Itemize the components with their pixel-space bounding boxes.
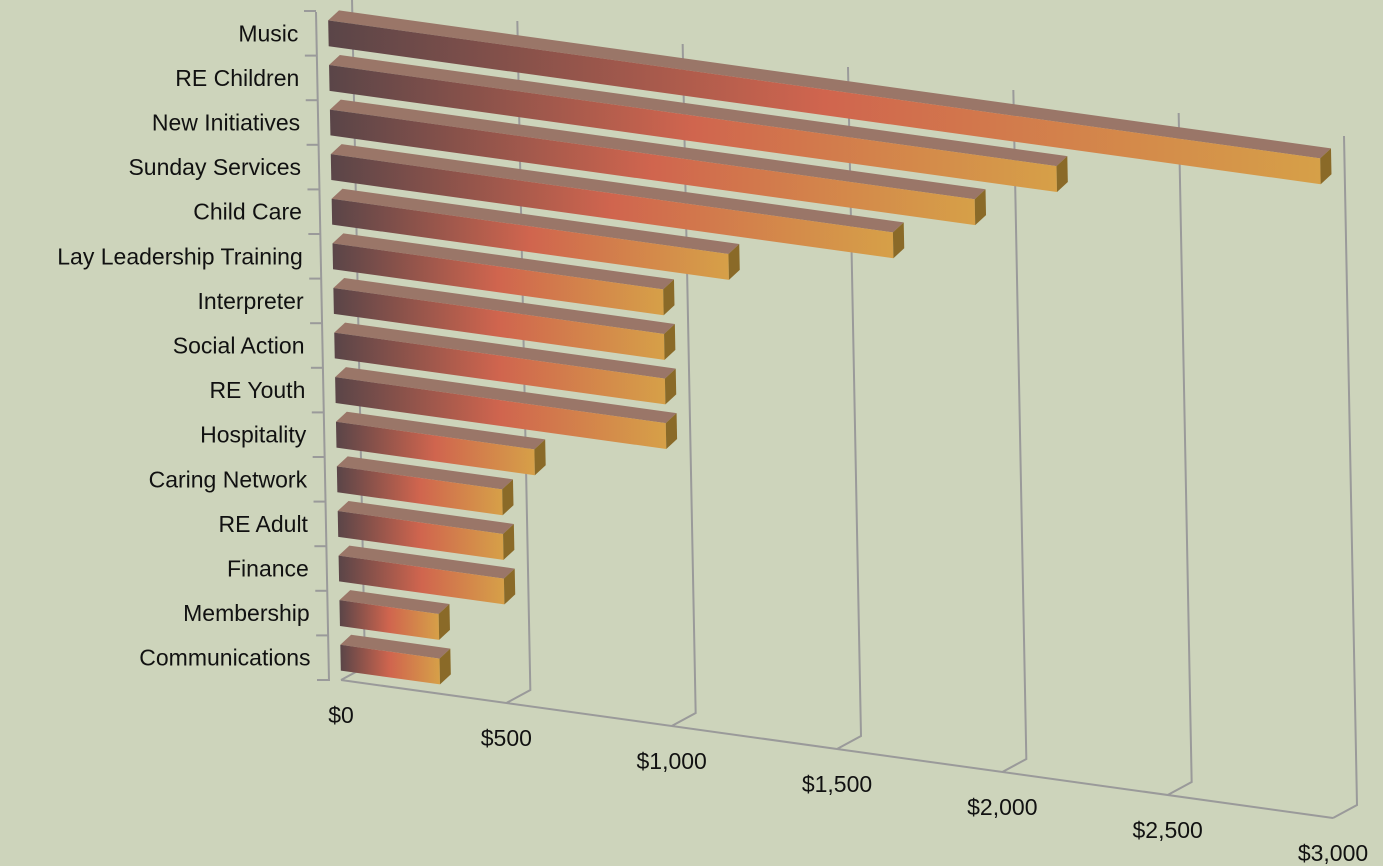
bar-front-10	[336, 466, 503, 516]
bar-cap-13	[438, 603, 450, 640]
gridline-4	[1001, 89, 1028, 773]
x-tick-label-6: $3,000	[1298, 840, 1368, 866]
bar-cap-4	[728, 243, 740, 280]
bar-cap-9	[534, 439, 546, 476]
bar-cap-6	[664, 323, 676, 360]
category-labels: Music RE Children New Initiatives Sunday Se…	[57, 20, 310, 670]
bar-cap-7	[664, 368, 677, 405]
x-tick-label-2: $1,000	[636, 748, 706, 774]
bar-front-12	[338, 555, 505, 605]
bar-6	[333, 277, 676, 360]
bar-front-8	[335, 377, 667, 450]
bar-top-12	[338, 545, 515, 579]
category-label-3: Sunday Services	[128, 154, 301, 180]
gridline-5	[1167, 112, 1193, 796]
category-label-6: Interpreter	[198, 288, 304, 314]
gridlines	[304, 0, 1359, 819]
bar-7	[334, 322, 677, 405]
x-tick-label-1: $500	[481, 725, 532, 751]
bar-front-3	[330, 154, 894, 259]
category-label-12: Finance	[227, 556, 309, 582]
category-label-14: Communications	[139, 645, 310, 671]
category-label-10: Caring Network	[149, 466, 308, 492]
bar-top-13	[339, 590, 450, 614]
bar-12	[338, 545, 516, 605]
gridline-3	[836, 66, 863, 750]
bar-cap-12	[503, 568, 516, 605]
x-tick-label-0: $0	[328, 702, 354, 728]
bar-8	[335, 367, 678, 450]
bar-14	[340, 634, 451, 685]
bar-3	[330, 144, 905, 259]
bar-top-0	[328, 10, 1331, 159]
bar-cap-10	[502, 479, 514, 516]
bar-9	[335, 411, 546, 476]
bar-top-8	[335, 367, 677, 424]
bar-front-2	[329, 109, 976, 226]
y-axis-line	[315, 11, 330, 682]
bar-front-9	[335, 421, 535, 476]
bar-front-7	[334, 332, 666, 405]
bar-top-5	[332, 233, 674, 290]
bar-1	[329, 54, 1068, 193]
bar-2	[329, 99, 987, 226]
bar-5	[332, 233, 675, 316]
bar-11	[337, 500, 515, 560]
category-label-9: Hospitality	[200, 422, 307, 448]
bar-front-14	[340, 644, 441, 685]
category-label-13: Membership	[183, 600, 310, 626]
x-tick-label-3: $1,500	[802, 771, 872, 797]
bar-top-11	[337, 500, 514, 534]
bar-front-4	[331, 198, 729, 280]
bar-4	[331, 188, 740, 280]
bar-cap-1	[1056, 156, 1068, 193]
category-label-7: Social Action	[173, 333, 305, 359]
bar-cap-14	[439, 648, 451, 685]
bar-top-2	[329, 99, 986, 200]
bar-front-1	[329, 64, 1058, 193]
bar-10	[336, 456, 514, 516]
bar-cap-3	[892, 222, 905, 259]
category-label-1: RE Children	[175, 65, 299, 91]
category-label-4: Child Care	[193, 199, 302, 225]
bar-cap-11	[503, 523, 515, 560]
category-label-8: RE Youth	[209, 377, 305, 403]
bar-front-0	[328, 20, 1321, 185]
bar-top-7	[334, 322, 676, 379]
bar-top-10	[336, 456, 513, 490]
bar-top-4	[331, 188, 740, 254]
bar-top-3	[330, 144, 904, 233]
bar-cap-8	[665, 413, 678, 450]
x-tick-label-5: $2,500	[1132, 817, 1202, 843]
gridline-6	[1332, 135, 1359, 819]
category-label-0: Music	[238, 20, 298, 46]
bar-front-11	[337, 510, 504, 560]
x-axis-tick-labels: $0 $500 $1,000 $1,500 $2,000 $2,500 $3,000	[328, 702, 1368, 866]
bar-top-14	[340, 634, 451, 659]
bar-cap-0	[1320, 148, 1332, 185]
bar-cap-2	[974, 189, 987, 226]
bar-top-1	[329, 54, 1068, 167]
x-tick-label-4: $2,000	[967, 794, 1037, 820]
bar-cap-5	[663, 279, 675, 316]
category-label-5: Lay Leadership Training	[57, 243, 303, 269]
bar-13	[339, 590, 450, 640]
bar-top-6	[333, 277, 675, 334]
bars	[328, 10, 1332, 685]
bar-0	[328, 10, 1332, 185]
x-axis-line	[340, 679, 1334, 819]
bar-front-13	[339, 600, 440, 640]
bar-front-6	[333, 287, 665, 360]
category-label-11: RE Adult	[218, 511, 308, 537]
bar-front-5	[332, 243, 664, 316]
bar-top-9	[335, 411, 546, 450]
category-label-2: New Initiatives	[152, 110, 300, 136]
